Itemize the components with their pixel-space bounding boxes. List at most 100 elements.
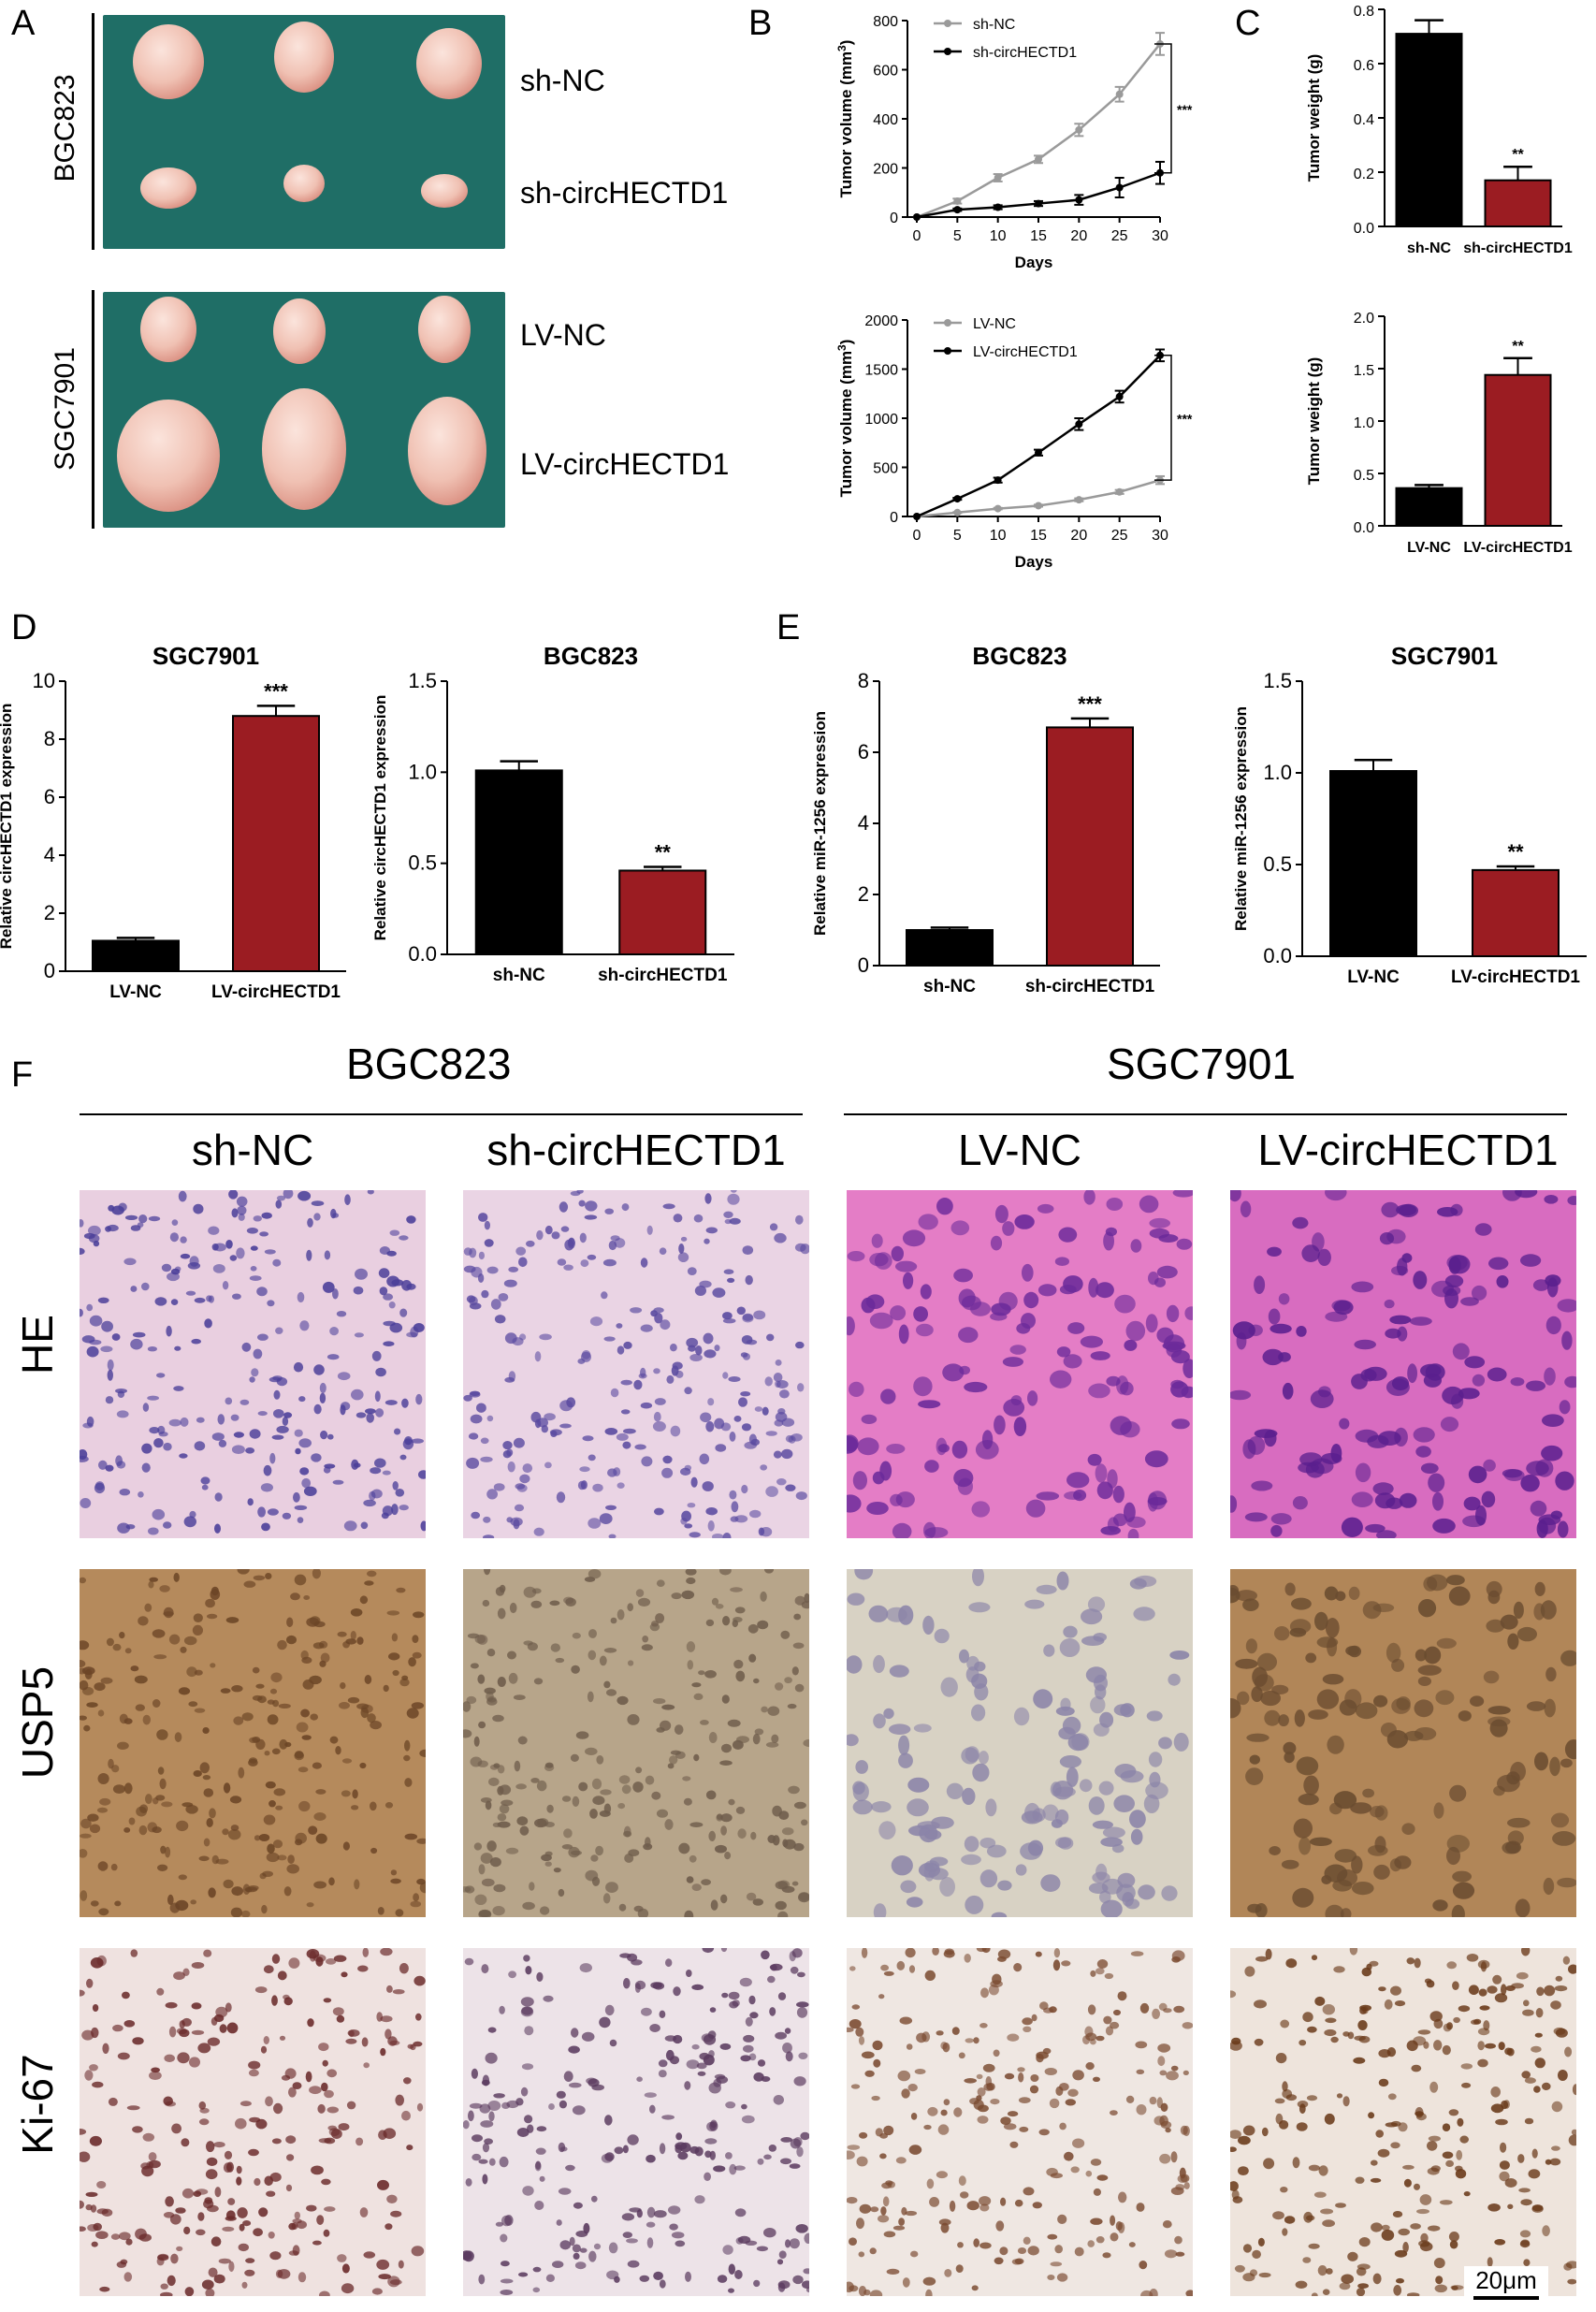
y-tick-label: 2.0 — [1354, 311, 1374, 327]
data-point — [1115, 392, 1124, 400]
bracket-bottom — [92, 290, 94, 529]
bar-0 — [92, 939, 180, 973]
series-line-1 — [916, 354, 1161, 518]
y-tick-label: 0.2 — [1354, 167, 1374, 182]
bar-0 — [1395, 33, 1463, 227]
histology-tile-r2-c0 — [80, 1948, 426, 2296]
y-tick-label: 1.0 — [1263, 761, 1292, 784]
y-axis-title: Tumor volume (mm3) — [835, 40, 855, 198]
bar-1 — [1484, 373, 1552, 527]
tumor-photo-sgc7901 — [103, 292, 505, 528]
data-point — [994, 504, 1002, 513]
x-tick-label: 0 — [913, 528, 921, 544]
x-tick-label: 10 — [990, 528, 1007, 544]
data-point — [1115, 90, 1124, 98]
bar-1 — [232, 715, 320, 972]
line-chart-b1: 0 200 400 600 800 0 5 10 15 20 25 30 Days Tumor volum… — [835, 14, 1193, 271]
data-point — [1035, 199, 1042, 208]
x-category-label: LV-circHECTD1 — [1451, 967, 1580, 987]
data-point — [1075, 496, 1083, 504]
y-tick-label: 400 — [873, 112, 898, 128]
y-tick-label: 1000 — [864, 412, 898, 428]
legend-marker — [944, 319, 951, 327]
bar-chart-c1: 0.0 0.2 0.4 0.6 0.8 sh-NC sh-circHECTD1 ** Tumor… — [1305, 4, 1573, 256]
cell-label-sgc7901: SGC7901 — [50, 347, 80, 471]
y-tick-label: 2 — [858, 882, 869, 906]
y-tick-label: 200 — [873, 162, 898, 178]
histology-tile-r2-c2 — [847, 1948, 1193, 2296]
y-tick-label: 500 — [873, 461, 898, 477]
y-tick-label: 0 — [44, 959, 55, 982]
y-tick-label: 800 — [873, 14, 898, 30]
x-tick-label: 25 — [1111, 528, 1128, 544]
y-axis-title: Relative miR-1256 expression — [814, 711, 829, 936]
x-tick-label: 30 — [1152, 528, 1168, 544]
data-point — [994, 203, 1002, 211]
x-category-label: sh-NC — [1407, 240, 1452, 256]
x-tick-label: 0 — [913, 228, 921, 244]
y-tick-label: 600 — [873, 64, 898, 80]
legend-label: sh-NC — [973, 17, 1015, 33]
group-line-bgc823 — [80, 1113, 803, 1115]
data-point — [1035, 155, 1042, 164]
chart-title: BGC823 — [972, 646, 1066, 670]
bar-1 — [618, 869, 707, 956]
x-category-label: sh-circHECTD1 — [1025, 977, 1155, 996]
significance-stars: *** — [1177, 411, 1193, 426]
y-tick-label: 0 — [890, 211, 898, 226]
y-tick-label: 1500 — [864, 363, 898, 379]
data-point — [913, 213, 921, 221]
histology-tile-r0-c0 — [80, 1190, 426, 1538]
y-tick-label: 8 — [44, 727, 55, 750]
histology-tile-r1-c0 — [80, 1569, 426, 1917]
significance-bracket — [1154, 355, 1172, 481]
y-tick-label: 0.6 — [1354, 58, 1374, 74]
data-point — [1115, 487, 1124, 496]
significance-stars: *** — [1078, 692, 1102, 716]
x-tick-label: 20 — [1070, 528, 1087, 544]
histology-tile-r1-c2 — [847, 1569, 1193, 1917]
y-tick-label: 4 — [44, 843, 55, 866]
y-tick-label: 0.0 — [408, 942, 437, 966]
y-axis-title: Tumor weight (g) — [1305, 54, 1323, 182]
x-tick-label: 25 — [1111, 228, 1128, 244]
y-tick-label: 0 — [858, 953, 869, 977]
data-point — [953, 508, 962, 516]
scale-bar-label: 20μm — [1475, 2266, 1537, 2294]
row-header-usp5: USP5 — [13, 1665, 62, 1780]
bar-1 — [1472, 868, 1560, 958]
legend-label: LV-NC — [973, 316, 1016, 332]
legend-marker — [944, 48, 951, 55]
row-header-he: HE — [13, 1315, 62, 1374]
scale-bar-box: 20μm — [1464, 2266, 1548, 2307]
legend-label: LV-circHECTD1 — [973, 344, 1078, 360]
significance-stars: *** — [264, 679, 288, 703]
bar-chart-d1: 0 2 4 6 8 10 LV-NC LV-circHECTD1 ***SGC7901 Relat… — [0, 646, 346, 1002]
y-tick-label: 4 — [858, 811, 869, 835]
y-tick-label: 1.0 — [408, 760, 437, 783]
y-tick-label: 6 — [44, 785, 55, 808]
data-point — [1075, 196, 1083, 204]
histology-tile-r2-c3 — [1230, 1948, 1576, 2296]
data-point — [994, 174, 1002, 182]
x-category-label: sh-circHECTD1 — [598, 966, 728, 985]
y-axis-title: Relative circHECTD1 expression — [374, 695, 389, 941]
y-tick-label: 6 — [858, 740, 869, 763]
chart-title: SGC7901 — [1391, 646, 1498, 670]
x-tick-label: 5 — [953, 228, 962, 244]
y-axis-title: Tumor volume (mm3) — [835, 340, 855, 498]
data-point — [1075, 420, 1083, 429]
y-tick-label: 0.0 — [1263, 944, 1292, 967]
y-tick-label: 2000 — [864, 313, 898, 329]
x-category-label: LV-NC — [1407, 540, 1451, 556]
cell-label-bgc823: BGC823 — [50, 74, 80, 182]
x-axis-title: Days — [1015, 254, 1053, 271]
x-category-label: sh-NC — [923, 977, 976, 996]
y-tick-label: 1.5 — [1354, 363, 1374, 379]
y-tick-label: 0.5 — [1354, 468, 1374, 484]
panel-letter-b: B — [748, 4, 773, 43]
significance-stars: ** — [1512, 147, 1524, 163]
histology-tile-r0-c3 — [1230, 1190, 1576, 1538]
panel-letter-e: E — [776, 608, 801, 647]
x-category-label: LV-NC — [109, 982, 162, 1002]
